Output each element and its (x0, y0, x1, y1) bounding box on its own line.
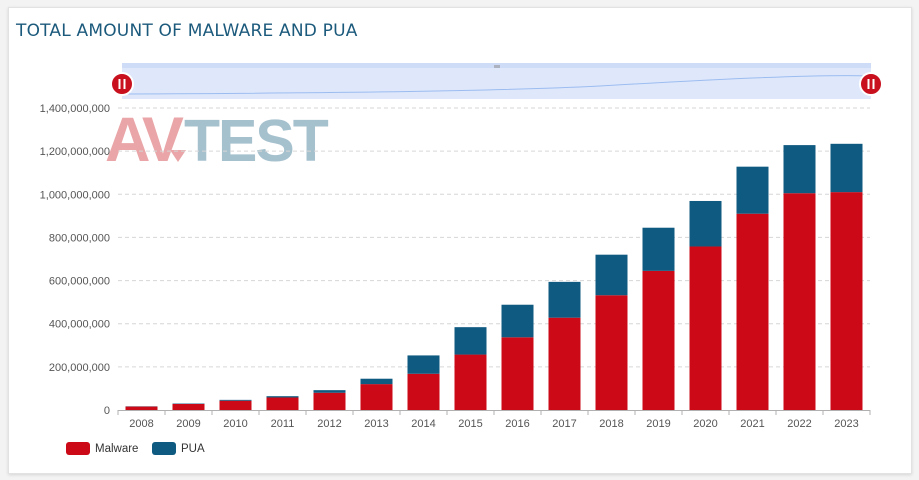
range-navigator[interactable] (110, 63, 883, 99)
bar-pua-2020[interactable] (689, 200, 722, 247)
bar-pua-2011[interactable] (266, 396, 299, 398)
logo-av: AV (105, 105, 184, 175)
x-tick-label: 2020 (693, 418, 717, 430)
x-tick-label: 2023 (834, 418, 858, 430)
legend-item-pua[interactable]: PUA (152, 442, 205, 455)
x-tick-label: 2016 (505, 418, 529, 430)
legend-label: PUA (181, 443, 205, 455)
bar-malware-2015[interactable] (454, 354, 487, 410)
bar-pua-2022[interactable] (783, 145, 816, 194)
x-axis: 2008 2009 2010 2011 2012 2013 2014 2015 2016 2017… (117, 410, 871, 430)
page-title: TOTAL AMOUNT OF MALWARE AND PUA (16, 21, 358, 41)
x-tick-label: 2021 (740, 418, 764, 430)
y-axis: 0 200,000,000 400,000,000 600,000,000 800,00… (40, 103, 110, 417)
y-tick-label: 600,000,000 (49, 276, 110, 288)
bars (125, 143, 863, 410)
y-tick-label: 800,000,000 (49, 232, 110, 244)
y-tick-label: 1,000,000,000 (40, 189, 110, 201)
y-tick-label: 0 (104, 405, 110, 417)
y-tick-label: 1,200,000,000 (40, 146, 110, 158)
bar-malware-2021[interactable] (736, 213, 769, 410)
x-tick-label: 2014 (411, 418, 435, 430)
logo-test: TEST (184, 108, 329, 174)
bar-pua-2014[interactable] (407, 355, 440, 374)
bar-pua-2021[interactable] (736, 166, 769, 214)
grip-icon[interactable] (494, 65, 500, 68)
bar-malware-2014[interactable] (407, 373, 440, 410)
bar-pua-2015[interactable] (454, 327, 487, 355)
legend-swatch (66, 442, 90, 455)
bar-malware-2018[interactable] (595, 295, 628, 410)
bar-malware-2011[interactable] (266, 397, 299, 410)
logo-triangle (170, 150, 186, 162)
x-tick-label: 2009 (176, 418, 200, 430)
avtest-logo: AV TEST (105, 105, 331, 175)
bar-pua-2018[interactable] (595, 254, 628, 296)
bar-pua-2016[interactable] (501, 304, 534, 338)
x-tick-label: 2022 (787, 418, 811, 430)
x-tick-label: 2019 (646, 418, 670, 430)
legend-item-malware[interactable]: Malware (66, 442, 138, 455)
x-tick-label: 2008 (129, 418, 153, 430)
x-tick-label: 2015 (458, 418, 482, 430)
pause-icon (867, 79, 875, 89)
bar-pua-2017[interactable] (548, 281, 581, 318)
bar-malware-2016[interactable] (501, 337, 534, 410)
bar-malware-2012[interactable] (313, 392, 346, 410)
bar-pua-2013[interactable] (360, 378, 393, 385)
x-tick-label: 2011 (271, 418, 295, 430)
bar-malware-2009[interactable] (172, 403, 205, 410)
bar-pua-2019[interactable] (642, 227, 675, 271)
x-tick-label: 2018 (599, 418, 623, 430)
bar-malware-2023[interactable] (830, 192, 863, 410)
bar-pua-2010[interactable] (219, 399, 252, 401)
navigator-handle-start[interactable] (110, 72, 134, 96)
y-tick-label: 200,000,000 (49, 362, 110, 374)
y-tick-label: 400,000,000 (49, 319, 110, 331)
x-tick-label: 2010 (223, 418, 247, 430)
pause-icon (118, 79, 126, 89)
navigator-handle-end[interactable] (859, 72, 883, 96)
bar-malware-2010[interactable] (219, 400, 252, 410)
bar-malware-2013[interactable] (360, 384, 393, 410)
bar-malware-2019[interactable] (642, 270, 675, 410)
bar-pua-2023[interactable] (830, 143, 863, 193)
bar-pua-2012[interactable] (313, 390, 346, 393)
x-tick-label: 2013 (364, 418, 388, 430)
x-tick-label: 2012 (317, 418, 341, 430)
bar-malware-2020[interactable] (689, 246, 722, 410)
legend[interactable]: Malware PUA (66, 442, 205, 455)
bar-malware-2008[interactable] (125, 406, 158, 410)
x-tick-label: 2017 (552, 418, 576, 430)
bar-malware-2017[interactable] (548, 317, 581, 410)
bar-malware-2022[interactable] (783, 193, 816, 410)
y-tick-label: 1,400,000,000 (40, 103, 110, 115)
navigator-series-line (121, 75, 872, 95)
legend-swatch (152, 442, 176, 455)
legend-label: Malware (95, 443, 138, 455)
